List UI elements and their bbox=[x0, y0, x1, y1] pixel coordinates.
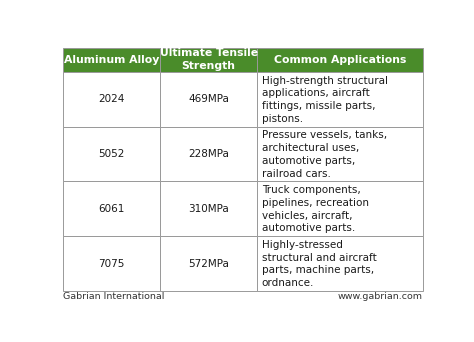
Text: 228MPa: 228MPa bbox=[188, 149, 229, 159]
Text: Common Applications: Common Applications bbox=[274, 55, 406, 65]
Bar bbox=[257, 181, 423, 236]
Text: 572MPa: 572MPa bbox=[188, 259, 229, 268]
Text: 6061: 6061 bbox=[98, 204, 125, 214]
Bar bbox=[160, 236, 257, 291]
Text: 310MPa: 310MPa bbox=[188, 204, 229, 214]
Text: Aluminum Alloy: Aluminum Alloy bbox=[64, 55, 159, 65]
Bar bbox=[160, 181, 257, 236]
Bar bbox=[63, 48, 160, 72]
Bar bbox=[257, 127, 423, 181]
Bar bbox=[257, 48, 423, 72]
Text: Pressure vessels, tanks,
architectural uses,
automotive parts,
railroad cars.: Pressure vessels, tanks, architectural u… bbox=[262, 130, 387, 179]
Text: Ultimate Tensile
Strength: Ultimate Tensile Strength bbox=[160, 48, 258, 71]
Bar bbox=[160, 72, 257, 127]
Text: Highly-stressed
structural and aircraft
parts, machine parts,
ordnance.: Highly-stressed structural and aircraft … bbox=[262, 240, 376, 288]
Bar bbox=[257, 72, 423, 127]
Text: 2024: 2024 bbox=[98, 94, 125, 104]
Text: Truck components,
pipelines, recreation
vehicles, aircraft,
automotive parts.: Truck components, pipelines, recreation … bbox=[262, 185, 369, 234]
Bar bbox=[63, 72, 160, 127]
Text: Gabrian International: Gabrian International bbox=[63, 292, 164, 301]
Text: www.gabrian.com: www.gabrian.com bbox=[338, 292, 423, 301]
Bar bbox=[63, 127, 160, 181]
Text: High-strength structural
applications, aircraft
fittings, missile parts,
pistons: High-strength structural applications, a… bbox=[262, 76, 388, 124]
Bar bbox=[160, 48, 257, 72]
Text: 7075: 7075 bbox=[98, 259, 125, 268]
Bar bbox=[257, 236, 423, 291]
Text: 5052: 5052 bbox=[98, 149, 125, 159]
Bar bbox=[63, 181, 160, 236]
Bar bbox=[63, 236, 160, 291]
Bar bbox=[160, 127, 257, 181]
Text: 469MPa: 469MPa bbox=[188, 94, 229, 104]
